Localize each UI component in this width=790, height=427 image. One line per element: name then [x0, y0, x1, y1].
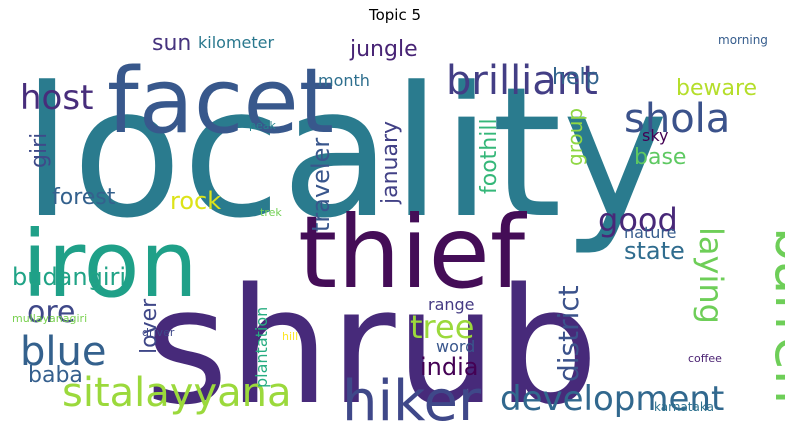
word-forest: forest [52, 185, 116, 210]
word-coffee: coffee [688, 352, 722, 365]
word-sky: sky [642, 126, 669, 145]
word-traveler: traveler [307, 138, 335, 232]
word-state: state [624, 237, 685, 265]
word-laying: laying [692, 227, 730, 324]
word-hiker: hiker [342, 369, 482, 421]
word-month: month [318, 71, 370, 90]
word-host: host [20, 78, 93, 118]
word-thief: thief [298, 194, 528, 311]
word-sitalayyana: sitalayyana [62, 370, 292, 416]
word-driver: driver [142, 326, 175, 339]
word-help: help [552, 65, 600, 90]
word-base: base [634, 145, 686, 170]
word-january: january [378, 121, 403, 205]
word-word: word [436, 337, 475, 356]
word-good: good [598, 201, 678, 239]
word-range: range [428, 295, 475, 314]
word-development: development [500, 379, 724, 419]
word-sun: sun [152, 32, 191, 56]
word-cloud: locality shrub thief iron facet hiker barren br… [12, 32, 785, 421]
word-district: district [552, 285, 585, 382]
word-nature: nature [624, 223, 676, 242]
word-budangiri: budangiri [12, 263, 126, 291]
word-barren: barren [763, 227, 785, 404]
word-blue: blue [20, 329, 106, 375]
chart-title: Topic 5 [368, 6, 422, 24]
word-brilliant: brilliant [446, 58, 598, 104]
word-plantation: plantation [252, 307, 271, 388]
word-beware: beware [676, 76, 757, 101]
word-tree: tree [410, 308, 474, 346]
word-foothill: foothill [477, 118, 502, 194]
word-baba: baba [28, 363, 83, 388]
word-jungle: jungle [349, 37, 418, 62]
word-mullayanagiri: mullayanagiri [12, 312, 87, 325]
word-peak: peak [249, 119, 276, 132]
word-trek: trek [260, 206, 282, 219]
word-rock: rock [170, 187, 221, 215]
word-lover: lover [137, 298, 162, 354]
word-karnataka: karnataka [654, 400, 714, 414]
word-ore: ore [27, 295, 76, 330]
word-locality: locality [22, 49, 669, 258]
word-kilometer: kilometer [198, 33, 274, 52]
word-hill: hill [282, 330, 298, 343]
word-iron: iron [22, 211, 198, 318]
word-shola: shola [624, 96, 730, 142]
word-giri: giri [27, 133, 52, 168]
word-india: india [420, 353, 479, 381]
word-facet: facet [107, 49, 334, 154]
word-morning: morning [718, 33, 768, 47]
word-group: group [563, 108, 587, 166]
word-shrub: shrub [145, 253, 599, 421]
